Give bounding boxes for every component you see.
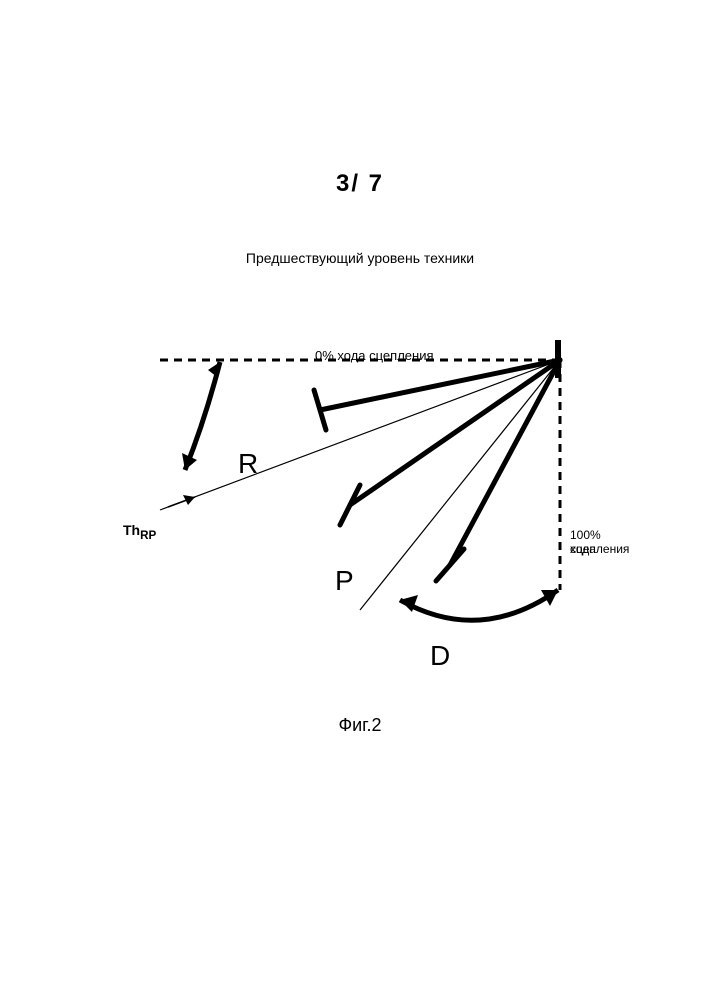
th-sub: RP — [140, 529, 156, 542]
th-text: Th — [123, 522, 140, 538]
label-P: P — [335, 565, 354, 597]
top-label: 0% хода сцепления — [315, 348, 434, 363]
label-D: D — [430, 640, 450, 672]
label-Th: ThRP — [123, 522, 156, 542]
lever-diagram: 0% хода сцепления 100% хода сцепления R … — [120, 330, 600, 670]
figure-caption: Фиг.2 — [338, 715, 381, 736]
prior-art-subtitle: Предшествующий уровень техники — [246, 250, 474, 266]
page-number: 3/ 7 — [336, 170, 384, 198]
right-label-line2: сцепления — [570, 542, 629, 556]
label-R: R — [238, 448, 258, 480]
